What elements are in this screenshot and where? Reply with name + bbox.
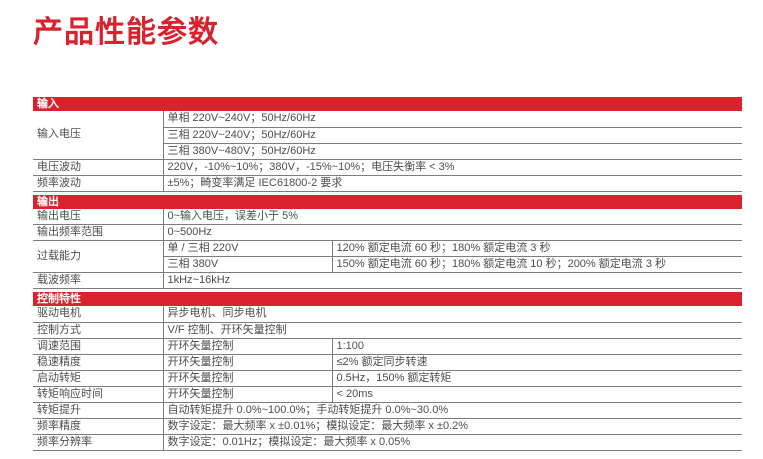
table-row: 三相 220V~240V；50Hz/60Hz	[33, 127, 742, 144]
spec-label: 输出频率范围	[33, 224, 163, 241]
spec-label: 载波频率	[33, 272, 163, 289]
spec-label: 输出电压	[33, 208, 163, 225]
spec-value: 单相 220V~240V；50Hz/60Hz	[162, 111, 742, 128]
spec-value: 三相 220V~240V；50Hz/60Hz	[162, 127, 742, 144]
spec-condition: 开环矢量控制	[162, 370, 332, 387]
section-header-control: 控制特性	[33, 292, 742, 306]
spec-label: 输入电压	[33, 111, 163, 160]
spec-value: 异步电机、同步电机	[162, 306, 742, 323]
section-table-output: 输出电压 0~输入电压，误差小于 5% 输出频率范围 0~500Hz 过载能力 …	[33, 208, 742, 289]
table-row: 电压波动 220V，-10%~10%；380V，-15%~10%；电压失衡率 <…	[33, 159, 742, 176]
spec-label: 过载能力	[33, 240, 163, 273]
page-title: 产品性能参数	[33, 16, 219, 49]
table-row: 三相 380V~480V；50Hz/60Hz	[33, 143, 742, 160]
table-row: 载波频率 1kHz~16kHz	[33, 272, 742, 289]
table-row: 三相 380V 150% 额定电流 60 秒；180% 额定电流 10 秒；20…	[33, 256, 742, 273]
table-row: 输出电压 0~输入电压，误差小于 5%	[33, 208, 742, 225]
spec-label: 频率精度	[33, 418, 163, 435]
spec-label: 转矩提升	[33, 402, 163, 419]
spec-value: 数字设定：0.01Hz；模拟设定：最大频率 x 0.05%	[162, 434, 742, 451]
spec-label: 启动转矩	[33, 370, 163, 387]
table-row: 输出频率范围 0~500Hz	[33, 224, 742, 241]
section-table-input: 输入电压 单相 220V~240V；50Hz/60Hz 三相 220V~240V…	[33, 111, 742, 192]
spec-value: 120% 额定电流 60 秒；180% 额定电流 3 秒	[331, 240, 742, 257]
spec-condition: 三相 380V	[162, 256, 332, 273]
spec-label: 稳速精度	[33, 354, 163, 371]
spec-value: 1:100	[331, 338, 742, 355]
section-header-output: 输出	[33, 194, 742, 209]
spec-label: 调速范围	[33, 338, 163, 355]
spec-label: 驱动电机	[33, 306, 163, 323]
spec-label: 频率分辨率	[33, 434, 163, 451]
table-row: 驱动电机 异步电机、同步电机	[33, 306, 742, 323]
table-row: 调速范围 开环矢量控制 1:100	[33, 338, 742, 355]
spec-value: 220V，-10%~10%；380V，-15%~10%；电压失衡率 < 3%	[162, 159, 742, 176]
section-header-input: 输入	[33, 97, 742, 111]
spec-value: 0.5Hz，150% 额定转矩	[331, 370, 742, 387]
spec-value: ≤2% 额定同步转速	[331, 354, 742, 371]
spec-value: 150% 额定电流 60 秒；180% 额定电流 10 秒；200% 额定电流 …	[331, 256, 742, 273]
spec-value: 0~500Hz	[162, 224, 742, 241]
spec-value: V/F 控制、开环矢量控制	[162, 322, 742, 339]
table-row: 控制方式 V/F 控制、开环矢量控制	[33, 322, 742, 339]
table-row: 输入电压 单相 220V~240V；50Hz/60Hz	[33, 111, 742, 160]
table-row: 转矩响应时间 开环矢量控制 < 20ms	[33, 386, 742, 403]
spec-condition: 开环矢量控制	[162, 338, 332, 355]
spec-condition: 开环矢量控制	[162, 386, 332, 403]
table-row: 频率精度 数字设定：最大频率 x ±0.01%；模拟设定：最大频率 x ±0.2…	[33, 418, 742, 435]
section-table-control: 驱动电机 异步电机、同步电机 控制方式 V/F 控制、开环矢量控制 调速范围 开…	[33, 306, 742, 451]
spec-value: ±5%；畸变率满足 IEC61800-2 要求	[162, 175, 742, 192]
table-row: 启动转矩 开环矢量控制 0.5Hz，150% 额定转矩	[33, 370, 742, 387]
table-row: 稳速精度 开环矢量控制 ≤2% 额定同步转速	[33, 354, 742, 371]
spec-label: 频率波动	[33, 175, 163, 192]
spec-value: 0~输入电压，误差小于 5%	[162, 208, 742, 225]
spec-label: 控制方式	[33, 322, 163, 339]
spec-value: < 20ms	[331, 386, 742, 403]
spec-table: 输入 输入电压 单相 220V~240V；50Hz/60Hz 三相 220V~2…	[33, 97, 742, 451]
spec-value: 1kHz~16kHz	[162, 272, 742, 289]
spec-label: 转矩响应时间	[33, 386, 163, 403]
spec-value: 三相 380V~480V；50Hz/60Hz	[162, 143, 742, 160]
spec-value: 数字设定：最大频率 x ±0.01%；模拟设定：最大频率 x ±0.2%	[162, 418, 742, 435]
table-row: 过载能力 单 / 三相 220V 120% 额定电流 60 秒；180% 额定电…	[33, 240, 742, 273]
spec-condition: 单 / 三相 220V	[162, 240, 332, 257]
spec-label: 电压波动	[33, 159, 163, 176]
spec-value: 自动转矩提升 0.0%~100.0%；手动转矩提升 0.0%~30.0%	[162, 402, 742, 419]
table-row: 频率分辨率 数字设定：0.01Hz；模拟设定：最大频率 x 0.05%	[33, 434, 742, 451]
spec-condition: 开环矢量控制	[162, 354, 332, 371]
table-row: 频率波动 ±5%；畸变率满足 IEC61800-2 要求	[33, 175, 742, 192]
table-row: 转矩提升 自动转矩提升 0.0%~100.0%；手动转矩提升 0.0%~30.0…	[33, 402, 742, 419]
